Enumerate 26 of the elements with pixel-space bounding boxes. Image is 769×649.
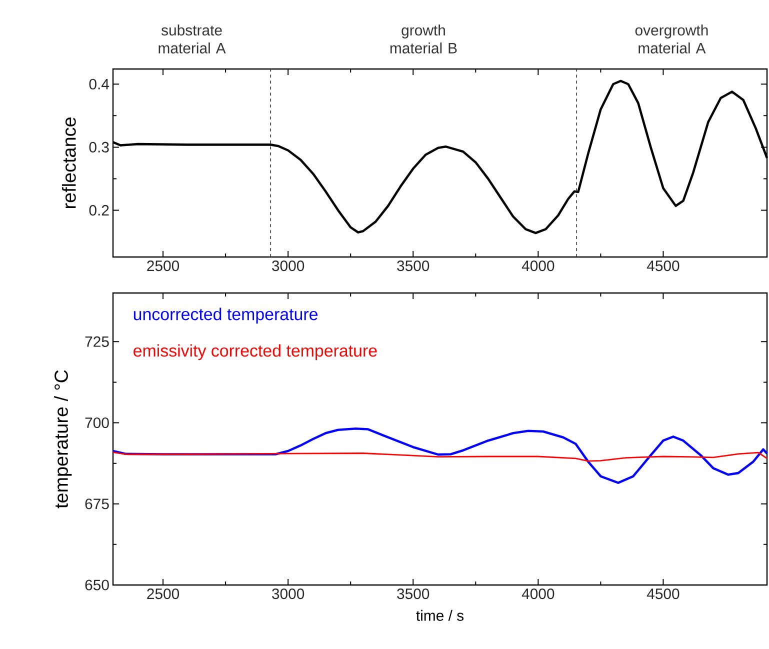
text: substrate material A xyxy=(158,24,226,54)
y-tick-label: 725 xyxy=(85,336,109,347)
y-tick-label: 0.3 xyxy=(89,142,109,152)
text: uncorrected temperature xyxy=(134,308,318,324)
x-tick-label: 4000 xyxy=(522,260,554,272)
y-tick-label: 0.2 xyxy=(89,205,109,216)
x-axis-title: time / s xyxy=(416,610,464,621)
text: emissivity corrected temperature xyxy=(134,344,377,360)
y-tick-label: 0.4 xyxy=(89,78,110,90)
line-series xyxy=(112,452,768,462)
x-tick-label: 2500 xyxy=(147,588,180,600)
y-tick-label: 650 xyxy=(85,580,109,590)
text: overgrowth material A xyxy=(635,24,708,54)
x-tick-label: 3000 xyxy=(272,260,304,272)
y-tick-label: 700 xyxy=(85,417,109,428)
y-tick-label: 675 xyxy=(85,498,109,510)
x-tick-label: 4000 xyxy=(522,588,554,600)
y-axis-title: temperature / °C xyxy=(54,370,72,508)
y-axis-title: reflectance xyxy=(62,118,76,208)
x-tick-label: 4500 xyxy=(646,260,680,272)
x-tick-label: 3500 xyxy=(397,260,430,272)
x-tick-label: 2500 xyxy=(147,260,180,272)
x-tick-label: 4500 xyxy=(646,588,680,600)
x-tick-label: 3000 xyxy=(272,588,304,600)
x-tick-label: 3500 xyxy=(397,588,430,600)
text: growth material B xyxy=(390,24,457,54)
